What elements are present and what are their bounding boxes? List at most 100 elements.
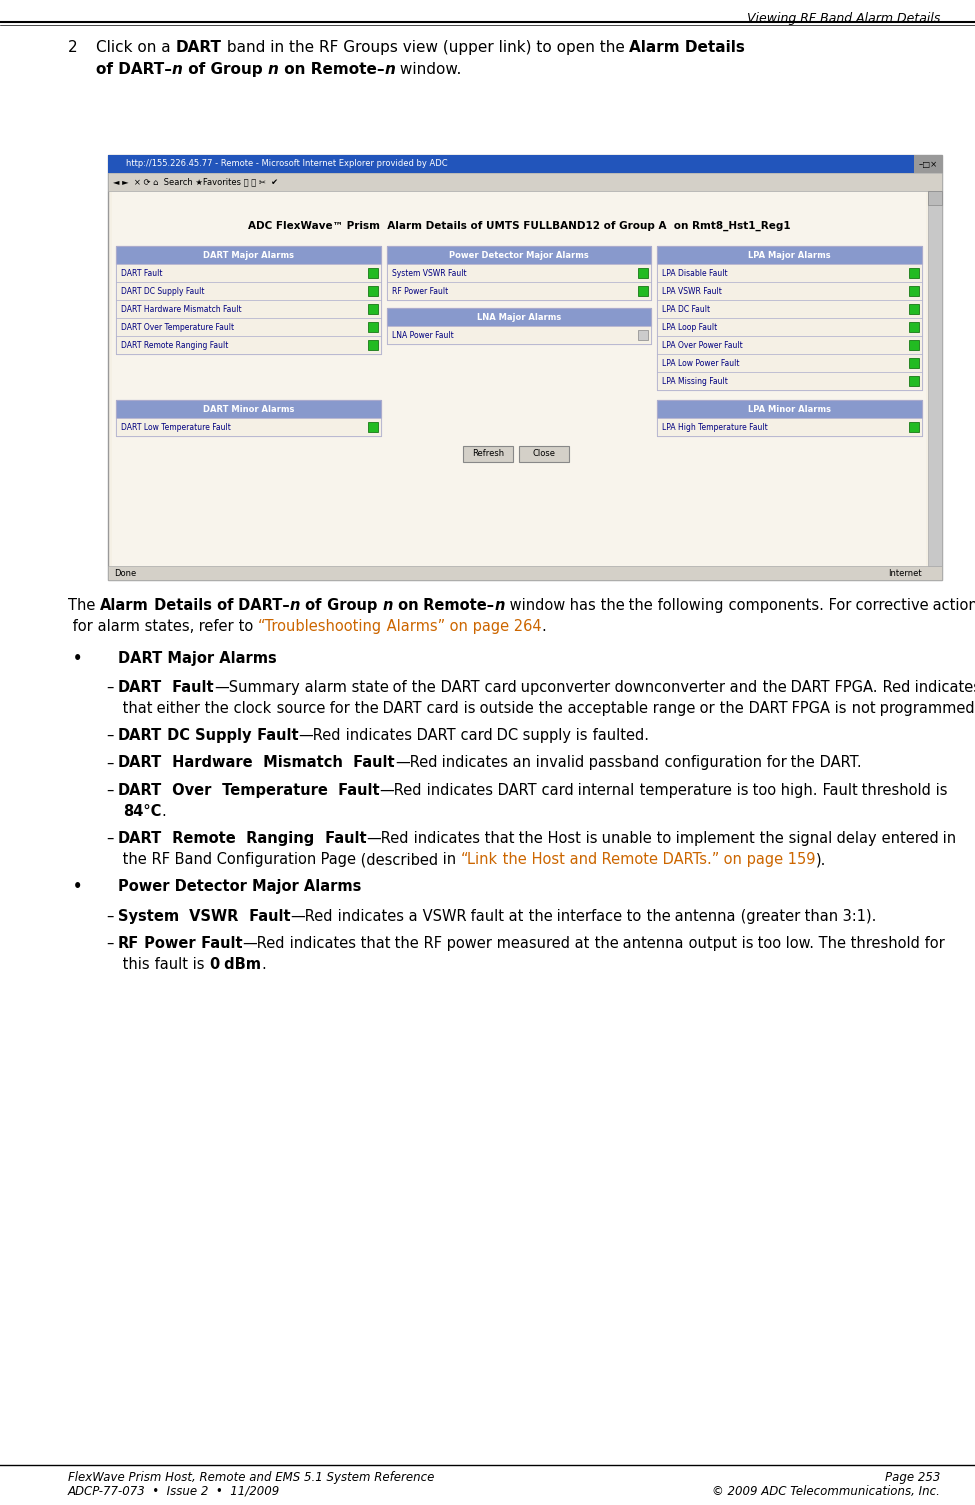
Text: internal: internal [573, 783, 635, 798]
Text: Remote: Remote [168, 831, 236, 846]
Bar [909, 376, 919, 385]
Text: n: n [494, 597, 505, 613]
Text: LPA Major Alarms: LPA Major Alarms [749, 250, 831, 259]
Text: DC: DC [492, 728, 519, 743]
Bar [657, 263, 922, 281]
Text: RF: RF [419, 936, 443, 951]
Bar [657, 281, 922, 299]
Text: is: is [571, 728, 588, 743]
Text: window.: window. [395, 62, 461, 77]
Text: System: System [118, 909, 179, 924]
Text: Remote–: Remote– [418, 597, 494, 613]
Bar [909, 322, 919, 333]
Text: .: . [261, 957, 266, 972]
Text: programmed.: programmed. [876, 701, 975, 716]
Text: DART Low Temperature Fault: DART Low Temperature Fault [121, 423, 231, 432]
Text: Alarm Details: Alarm Details [629, 41, 745, 56]
Text: Fault: Fault [320, 831, 367, 846]
Text: on: on [393, 597, 418, 613]
Text: actions: actions [928, 597, 975, 613]
Text: Close: Close [532, 450, 556, 459]
Text: of: of [388, 680, 408, 695]
Text: ADC FlexWave™ Prism  Alarm Details of UMTS FULLBAND12 of Group A  on Rmt8_Hst1_R: ADC FlexWave™ Prism Alarm Details of UMT… [248, 221, 791, 232]
Text: card: card [422, 701, 459, 716]
Text: Fault: Fault [252, 728, 298, 743]
Text: n: n [268, 62, 279, 77]
Text: Ranging: Ranging [241, 831, 315, 846]
Text: DART: DART [118, 783, 162, 798]
Bar [639, 286, 648, 296]
Bar [657, 418, 922, 436]
Text: indicates: indicates [422, 783, 493, 798]
Text: the: the [524, 909, 552, 924]
Bar [387, 245, 651, 299]
Text: Power Detector Major Alarms: Power Detector Major Alarms [118, 879, 362, 894]
Text: Mismatch: Mismatch [258, 756, 343, 771]
Text: Over: Over [168, 783, 212, 798]
Bar [368, 340, 377, 351]
Text: (greater: (greater [736, 909, 800, 924]
Text: DART: DART [118, 728, 162, 743]
Text: than: than [800, 909, 838, 924]
Text: RF: RF [147, 852, 170, 867]
Bar [657, 245, 922, 390]
Text: supply: supply [519, 728, 571, 743]
Text: ◄ ►  × ⟳ ⌂  Search ★Favorites ⎘ ⎙ ✂  ✔: ◄ ► × ⟳ ⌂ Search ★Favorites ⎘ ⎙ ✂ ✔ [113, 178, 278, 187]
Text: DART Major Alarms: DART Major Alarms [118, 650, 277, 665]
Text: is: is [581, 831, 598, 846]
Text: is: is [459, 701, 475, 716]
Text: –: – [106, 936, 113, 951]
Text: DARTs.”: DARTs.” [658, 852, 720, 867]
Text: components.: components. [723, 597, 824, 613]
Text: DART: DART [118, 680, 162, 695]
Text: Fault: Fault [244, 909, 291, 924]
Text: DART Fault: DART Fault [121, 268, 163, 277]
Bar [387, 309, 651, 327]
Text: LPA Over Power Fault: LPA Over Power Fault [662, 340, 743, 349]
Text: dBm: dBm [219, 957, 261, 972]
Text: implement: implement [672, 831, 755, 846]
Text: © 2009 ADC Telecommunications, Inc.: © 2009 ADC Telecommunications, Inc. [712, 1485, 940, 1497]
Text: Fault: Fault [348, 756, 395, 771]
Text: 3:1).: 3:1). [838, 909, 877, 924]
Bar [909, 340, 919, 351]
Text: configuration: configuration [660, 756, 761, 771]
Text: card: card [455, 728, 492, 743]
Text: DART: DART [118, 756, 162, 771]
Text: refer: refer [194, 619, 233, 634]
Text: (described: (described [356, 852, 438, 867]
Bar [116, 318, 380, 336]
Bar [387, 327, 651, 345]
Text: following: following [653, 597, 723, 613]
Text: Fault: Fault [168, 680, 214, 695]
Bar [108, 566, 942, 579]
Text: has: has [565, 597, 596, 613]
Bar [368, 268, 377, 278]
Text: —Red: —Red [395, 756, 437, 771]
Bar [909, 358, 919, 369]
Text: the: the [715, 701, 744, 716]
Bar [657, 318, 922, 336]
Text: —Red: —Red [379, 783, 422, 798]
Text: •: • [73, 650, 82, 665]
Bar [112, 191, 926, 566]
Text: Band: Band [170, 852, 212, 867]
Text: indicates: indicates [437, 756, 508, 771]
Bar [116, 400, 380, 418]
Text: •: • [73, 879, 82, 894]
Text: DART: DART [378, 701, 422, 716]
Text: Refresh: Refresh [472, 450, 504, 459]
Text: on: on [445, 619, 468, 634]
Text: downconverter: downconverter [610, 680, 725, 695]
Text: that: that [356, 936, 391, 951]
Text: DART DC Supply Fault: DART DC Supply Fault [121, 286, 205, 295]
Text: LNA Major Alarms: LNA Major Alarms [477, 313, 562, 322]
Text: n: n [172, 62, 183, 77]
Text: Configuration: Configuration [212, 852, 316, 867]
Text: either: either [152, 701, 201, 716]
Text: in: in [939, 831, 956, 846]
Text: the: the [350, 701, 378, 716]
Text: fault: fault [149, 957, 187, 972]
Text: is: is [931, 783, 948, 798]
Bar [108, 155, 942, 579]
